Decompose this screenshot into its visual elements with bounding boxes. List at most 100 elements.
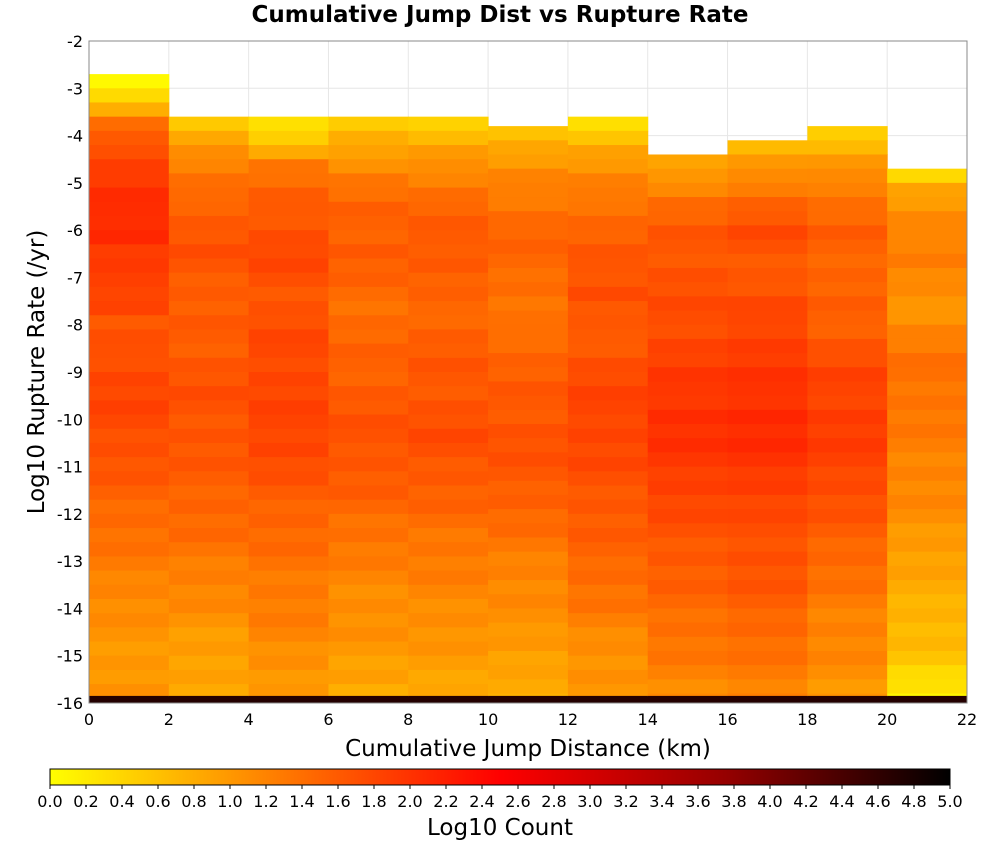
heatmap-cell bbox=[408, 613, 489, 628]
heatmap-cell bbox=[807, 650, 888, 666]
colorbar-tick-label: 4.6 bbox=[865, 792, 890, 811]
heatmap-cell bbox=[807, 253, 888, 269]
heatmap-cell bbox=[89, 400, 170, 416]
heatmap-cell bbox=[168, 187, 250, 203]
heatmap-cell bbox=[328, 357, 409, 373]
heatmap-cell-bottom bbox=[408, 695, 489, 703]
heatmap-cell bbox=[248, 159, 329, 174]
y-tick-label: -12 bbox=[57, 505, 83, 524]
heatmap-cell bbox=[727, 565, 808, 581]
heatmap-cell bbox=[89, 641, 170, 657]
heatmap-cell bbox=[168, 372, 250, 387]
heatmap-cell bbox=[567, 414, 649, 430]
heatmap-cell bbox=[727, 452, 808, 468]
heatmap-cell bbox=[887, 438, 968, 453]
colorbar-tick-label: 3.2 bbox=[613, 792, 638, 811]
heatmap-cell bbox=[807, 225, 888, 241]
x-tick-label: 22 bbox=[957, 710, 977, 729]
y-tick-label: -11 bbox=[57, 458, 83, 477]
heatmap-cell bbox=[647, 480, 729, 496]
heatmap-cell bbox=[89, 386, 170, 401]
x-tick-label: 2 bbox=[164, 710, 174, 729]
heatmap-cell bbox=[328, 173, 409, 189]
colorbar-tick-label: 0.8 bbox=[181, 792, 206, 811]
heatmap-cell bbox=[328, 499, 409, 515]
heatmap-cell bbox=[807, 580, 888, 595]
heatmap-cell bbox=[647, 452, 729, 468]
heatmap-cell bbox=[328, 329, 409, 345]
heatmap-cell bbox=[168, 584, 250, 600]
heatmap-cell bbox=[168, 116, 250, 132]
heatmap-cell bbox=[168, 556, 250, 572]
heatmap-cell bbox=[328, 528, 409, 543]
heatmap-cell bbox=[887, 523, 968, 538]
chart-title: Cumulative Jump Dist vs Rupture Rate bbox=[252, 2, 749, 28]
heatmap-cell bbox=[168, 457, 250, 472]
heatmap-cell bbox=[567, 528, 649, 543]
x-tick-label: 16 bbox=[717, 710, 737, 729]
heatmap-cell bbox=[488, 324, 569, 340]
heatmap-cell bbox=[328, 627, 409, 643]
heatmap-cell bbox=[887, 409, 968, 425]
heatmap-cell bbox=[807, 353, 888, 368]
heatmap-cell bbox=[647, 197, 729, 212]
heatmap-cell bbox=[408, 627, 489, 643]
heatmap-cell bbox=[408, 584, 489, 600]
heatmap-cell bbox=[647, 409, 729, 425]
heatmap-cell bbox=[727, 438, 808, 453]
heatmap-cell bbox=[727, 650, 808, 666]
colorbar-tick-label: 0.0 bbox=[37, 792, 62, 811]
heatmap-cell bbox=[168, 598, 250, 614]
heatmap-cell bbox=[89, 556, 170, 572]
heatmap-cell bbox=[647, 338, 729, 354]
x-axis-ticks: 0 2 4 6 8 10 12 14 16 18 20 22 bbox=[84, 710, 977, 729]
heatmap-cell bbox=[89, 102, 170, 118]
heatmap-cell bbox=[727, 679, 808, 695]
heatmap-cell bbox=[408, 215, 489, 231]
heatmap-cell bbox=[727, 509, 808, 524]
heatmap-cell bbox=[887, 367, 968, 382]
y-tick-label: -2 bbox=[67, 32, 83, 51]
heatmap-cell bbox=[328, 556, 409, 572]
heatmap-cell bbox=[488, 565, 569, 581]
heatmap-cell bbox=[727, 338, 808, 354]
heatmap-cell bbox=[248, 201, 329, 217]
heatmap-cell bbox=[727, 537, 808, 553]
heatmap-cell bbox=[328, 542, 409, 557]
heatmap-cell bbox=[647, 622, 729, 638]
heatmap-cell bbox=[887, 509, 968, 524]
colorbar-tick-label: 2.8 bbox=[541, 792, 566, 811]
heatmap-cell bbox=[647, 438, 729, 453]
heatmap-cell bbox=[328, 684, 409, 697]
heatmap-cell bbox=[408, 528, 489, 543]
heatmap-cell bbox=[488, 594, 569, 609]
heatmap-cell bbox=[408, 556, 489, 572]
heatmap-cell bbox=[807, 367, 888, 382]
heatmap-cell bbox=[248, 684, 329, 697]
heatmap-cell bbox=[647, 523, 729, 538]
heatmap-cell bbox=[727, 594, 808, 609]
heatmap-cell bbox=[567, 598, 649, 614]
heatmap-cell bbox=[567, 272, 649, 288]
colorbar-label: Log10 Count bbox=[427, 815, 573, 841]
heatmap-cell bbox=[647, 168, 729, 184]
heatmap-cell bbox=[887, 693, 968, 697]
heatmap-cell bbox=[248, 244, 329, 260]
heatmap-cell bbox=[647, 565, 729, 581]
heatmap-cell bbox=[567, 343, 649, 359]
heatmap-cell bbox=[168, 130, 250, 146]
heatmap-cell bbox=[567, 357, 649, 373]
heatmap-cell bbox=[647, 239, 729, 255]
heatmap-cell bbox=[488, 126, 569, 141]
heatmap-cells bbox=[89, 74, 968, 703]
heatmap-cell bbox=[328, 272, 409, 288]
heatmap-cell bbox=[807, 565, 888, 581]
heatmap-cell bbox=[328, 187, 409, 203]
heatmap-cell bbox=[807, 324, 888, 340]
heatmap-cell bbox=[488, 197, 569, 212]
heatmap-cell bbox=[567, 400, 649, 416]
heatmap-cell bbox=[408, 513, 489, 529]
heatmap-cell bbox=[647, 267, 729, 283]
heatmap-cell bbox=[248, 584, 329, 600]
heatmap-cell bbox=[328, 400, 409, 416]
